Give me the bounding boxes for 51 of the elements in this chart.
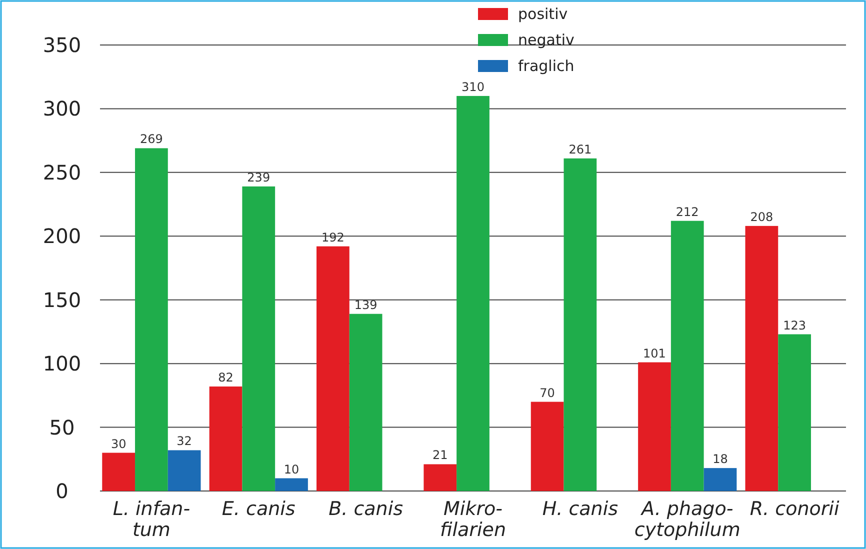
bar bbox=[316, 246, 350, 491]
data-label: 70 bbox=[540, 386, 555, 400]
data-label: 212 bbox=[676, 204, 699, 219]
bar bbox=[670, 220, 704, 491]
data-label: 261 bbox=[568, 142, 592, 156]
bar bbox=[638, 362, 671, 491]
bar bbox=[704, 468, 737, 491]
y-tick-label: 300 bbox=[42, 96, 82, 121]
legend-label: negativ bbox=[518, 31, 574, 49]
data-label: 32 bbox=[176, 434, 192, 448]
bar bbox=[778, 334, 811, 491]
y-tick-label: 200 bbox=[42, 224, 82, 248]
data-label: 208 bbox=[750, 210, 774, 224]
bar bbox=[135, 148, 168, 491]
legend-label: fraglich bbox=[518, 57, 574, 75]
x-tick-label: B. canis bbox=[328, 498, 404, 520]
legend-label: positiv bbox=[518, 5, 568, 23]
bar bbox=[424, 464, 457, 491]
bar bbox=[456, 96, 490, 491]
data-label: 10 bbox=[284, 462, 300, 476]
x-tick-label: E. canis bbox=[222, 498, 296, 520]
y-tick-label: 100 bbox=[42, 352, 82, 376]
bar bbox=[275, 478, 308, 491]
bar bbox=[242, 186, 276, 491]
bar bbox=[530, 402, 564, 491]
bar bbox=[102, 452, 136, 491]
bar bbox=[745, 226, 778, 491]
bar bbox=[168, 450, 201, 491]
x-tick-label: Mikro- filarien bbox=[440, 498, 506, 541]
data-label: 310 bbox=[462, 80, 484, 94]
data-label: 18 bbox=[712, 452, 728, 466]
x-tick-label: R. conorii bbox=[750, 498, 840, 520]
data-label: 30 bbox=[110, 436, 126, 451]
bar bbox=[564, 158, 597, 491]
data-label: 21 bbox=[432, 448, 448, 462]
x-tick-label: A. phago- cytophilum bbox=[634, 498, 740, 541]
data-label: 82 bbox=[218, 370, 234, 385]
y-tick-label: 350 bbox=[42, 33, 82, 57]
data-label: 239 bbox=[247, 170, 270, 184]
data-label: 139 bbox=[354, 298, 378, 312]
data-label: 101 bbox=[643, 346, 666, 360]
y-tick-label: 0 bbox=[56, 479, 68, 503]
data-label: 123 bbox=[783, 318, 806, 332]
x-tick-label: H. canis bbox=[542, 498, 618, 520]
y-tick-label: 250 bbox=[42, 160, 82, 184]
bar bbox=[209, 386, 242, 491]
data-label: 269 bbox=[140, 132, 163, 146]
x-tick-label: L. infan- tum bbox=[112, 498, 190, 541]
y-tick-label: 50 bbox=[49, 415, 75, 440]
bar bbox=[349, 314, 382, 491]
y-tick-label: 150 bbox=[42, 288, 82, 312]
